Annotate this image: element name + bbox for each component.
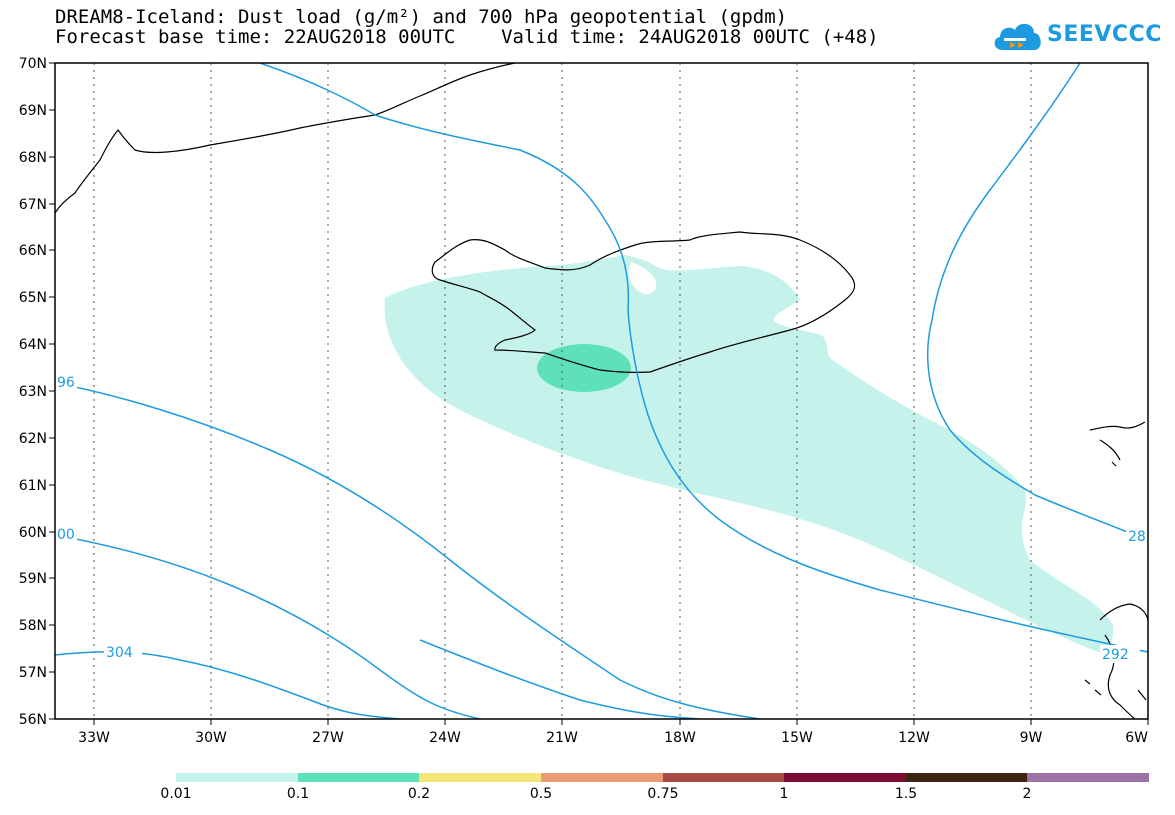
coastlines xyxy=(55,63,1148,719)
colorbar-segment xyxy=(906,773,1027,782)
lat-label: 58N xyxy=(19,618,47,634)
lon-label: 27W xyxy=(312,730,344,746)
colorbar-label: 0.1 xyxy=(286,786,310,802)
colorbar-label: 0.2 xyxy=(407,786,431,802)
colorbar-segment xyxy=(663,773,784,782)
colorbar-segment xyxy=(784,773,906,782)
lat-label: 63N xyxy=(19,384,47,400)
colorbar-label: 1 xyxy=(779,786,789,802)
faroe-coast xyxy=(1089,421,1146,467)
lat-label: 64N xyxy=(19,337,47,353)
contour-label-304: 304 xyxy=(106,645,133,661)
lon-label: 30W xyxy=(195,730,227,746)
lon-label: 24W xyxy=(429,730,461,746)
dust-gap-east xyxy=(791,300,810,321)
greenland-coast xyxy=(55,63,516,214)
colorbar-label: 0.5 xyxy=(529,786,553,802)
colorbar-label: 0.01 xyxy=(160,786,192,802)
colorbar-segment xyxy=(298,773,419,782)
lat-label: 59N xyxy=(19,571,47,587)
lat-label: 66N xyxy=(19,243,47,259)
lat-label: 57N xyxy=(19,665,47,681)
lat-label: 67N xyxy=(19,197,47,213)
lon-label: 9W xyxy=(1020,730,1043,746)
contour-label-300: 00 xyxy=(57,527,75,543)
latitude-labels: 56N 57N 58N 59N 60N 61N 62N 63N 64N 65N … xyxy=(19,56,47,728)
lon-label: 12W xyxy=(898,730,930,746)
lat-label: 61N xyxy=(19,478,47,494)
lat-label: 69N xyxy=(19,103,47,119)
lat-label: 56N xyxy=(19,712,47,728)
contour-label-288: 28 xyxy=(1128,529,1146,545)
iceland-coast xyxy=(431,231,856,373)
colorbar-segment xyxy=(541,773,663,782)
lat-label: 60N xyxy=(19,525,47,541)
contour-inner xyxy=(419,639,701,719)
dust-gap-north xyxy=(628,262,657,295)
cloud-icon xyxy=(994,23,1041,50)
seevccc-logo: SEEVCCC xyxy=(990,16,1161,62)
lat-label: 62N xyxy=(19,431,47,447)
graticule xyxy=(93,63,1032,719)
contour-296 xyxy=(55,382,761,719)
contour-label-292: 292 xyxy=(1102,647,1129,663)
dust-region-light xyxy=(384,255,1114,652)
colorbar-segment xyxy=(176,773,298,782)
lat-label: 65N xyxy=(19,290,47,306)
lon-label: 21W xyxy=(546,730,578,746)
map-title: DREAM8-Iceland: Dust load (g/m²) and 700… xyxy=(55,6,788,28)
forecast-time-subtitle: Forecast base time: 22AUG2018 00UTC Vali… xyxy=(55,26,879,48)
longitude-labels: 33W 30W 27W 24W 21W 18W 15W 12W 9W 6W xyxy=(78,730,1148,746)
contour-292 xyxy=(259,63,1148,653)
colorbar-label: 0.75 xyxy=(647,786,679,802)
colorbar-label: 2 xyxy=(1022,786,1032,802)
contour-label-296: 96 xyxy=(57,375,75,391)
scotland-coast xyxy=(1084,603,1148,719)
tick-marks xyxy=(49,62,1149,725)
logo-text: SEEVCCC xyxy=(1047,22,1162,47)
colorbar-segment xyxy=(419,773,541,782)
dust-region-medium xyxy=(537,344,631,392)
colorbar-label: 1.5 xyxy=(894,786,918,802)
contour-288 xyxy=(926,63,1148,541)
dust-gap-small xyxy=(710,257,722,265)
contour-304 xyxy=(55,650,401,719)
lon-label: 18W xyxy=(664,730,696,746)
colorbar-segment xyxy=(1027,773,1149,782)
lon-label: 33W xyxy=(78,730,110,746)
lat-label: 70N xyxy=(19,56,47,72)
lon-label: 15W xyxy=(781,730,813,746)
contour-300 xyxy=(55,534,481,719)
lat-label: 68N xyxy=(19,150,47,166)
lon-label: 6W xyxy=(1125,730,1148,746)
